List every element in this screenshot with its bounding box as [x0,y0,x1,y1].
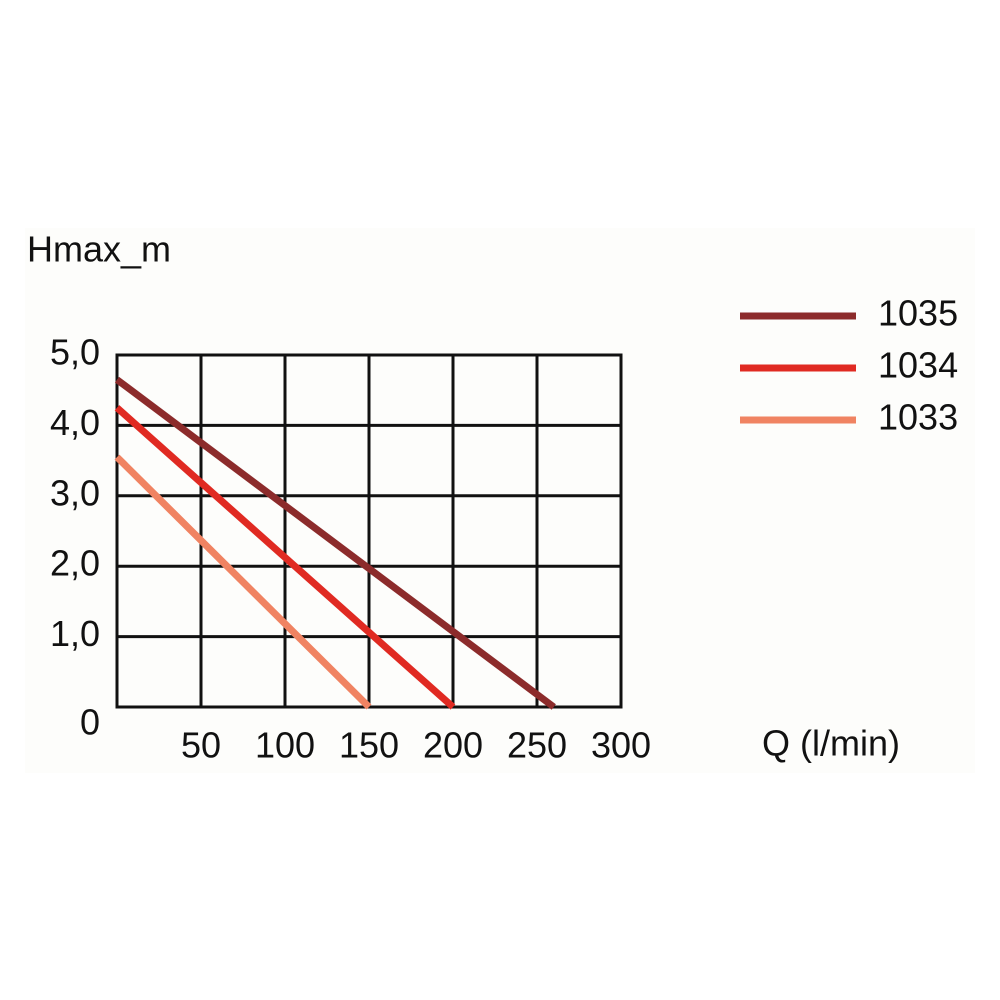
x-tick-label: 200 [423,725,483,766]
chart-background [25,228,975,773]
x-tick-label: 300 [591,725,651,766]
y-axis-label: Hmax_m [27,229,171,270]
x-tick-label: 100 [255,725,315,766]
legend-label: 1033 [878,397,958,438]
y-tick-label: 2,0 [50,543,100,584]
x-tick-label: 250 [507,725,567,766]
series-line [114,454,372,710]
x-tick-label: 50 [181,725,221,766]
y-tick-label: 0 [80,702,100,743]
x-tick-label: 150 [339,725,399,766]
y-tick-label: 1,0 [50,613,100,654]
legend-label: 1034 [878,345,958,386]
y-tick-label: 3,0 [50,472,100,513]
y-tick-label: 4,0 [50,402,100,443]
legend-label: 1035 [878,293,958,334]
series-line [114,376,556,710]
x-axis-label: Q (l/min) [762,723,900,764]
series-line [114,405,456,710]
y-tick-label: 5,0 [50,332,100,373]
